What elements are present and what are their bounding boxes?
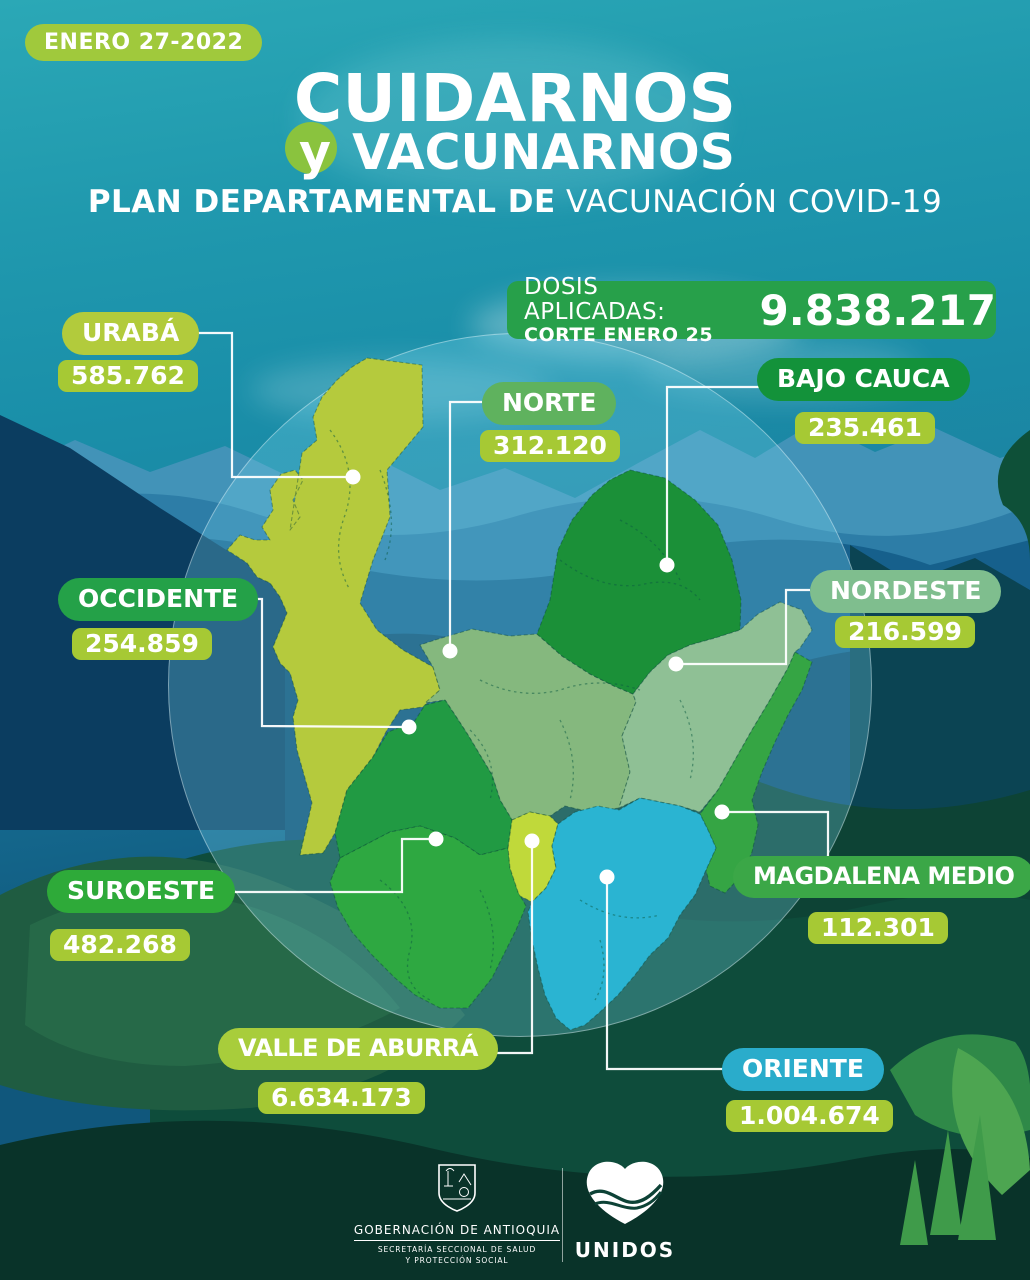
date-badge: ENERO 27-2022 (25, 24, 263, 61)
poster-title-line1: CUIDARNOS (293, 60, 737, 137)
region-value-magdalena-medio: 112.301 (808, 912, 948, 944)
doses-cutoff-label: CORTE ENERO 25 (524, 323, 714, 346)
region-pill-magdalena-medio: MAGDALENA MEDIO (733, 856, 1030, 898)
subtitle-bold: PLAN DEPARTAMENTAL DE (87, 184, 556, 220)
map-region-magdalena-medio (699, 651, 813, 894)
secretaria-line2: Y PROTECCIÓN SOCIAL (405, 1256, 509, 1266)
doses-total: 9.838.217 (759, 285, 996, 335)
connector-suroeste (205, 837, 431, 894)
region-pill-bajo-cauca: BAJO CAUCA (757, 358, 970, 401)
antioquia-shield-icon (438, 1164, 476, 1212)
connector-oriente (605, 882, 734, 1071)
connector-uraba (195, 331, 350, 479)
region-pill-occidente: OCCIDENTE (58, 578, 259, 621)
unidos-logo: UNIDOS (570, 1158, 680, 1262)
region-value-valle-de-aburra: 6.634.173 (258, 1082, 425, 1114)
map-region-suroeste (329, 825, 527, 1009)
region-value-occidente: 254.859 (72, 628, 212, 660)
secretaria-line1: SECRETARÍA SECCIONAL DE SALUD (377, 1245, 537, 1254)
unidos-heart-icon (586, 1161, 664, 1224)
region-value-nordeste: 216.599 (835, 616, 975, 648)
region-value-norte: 312.120 (480, 430, 620, 462)
municipal-boundaries (329, 429, 701, 1001)
connector-magdalena-medio (727, 810, 830, 858)
doses-labels: DOSIS APLICADAS: CORTE ENERO 25 (524, 275, 746, 345)
cloud-glow (300, 40, 720, 200)
gobernacion-title: GOBERNACIÓN DE ANTIOQUIA (353, 1223, 561, 1241)
unidos-wordmark: UNIDOS (574, 1238, 676, 1262)
title-line2-word: VACUNARNOS (352, 124, 735, 181)
poster-title-line2: y VACUNARNOS (0, 128, 1030, 177)
region-pill-nordeste: NORDESTE (810, 570, 1002, 613)
connector-dots (345, 469, 730, 885)
region-value-suroeste: 482.268 (50, 929, 190, 961)
title-y-ellipse: y (295, 128, 335, 177)
region-value-oriente: 1.004.674 (726, 1100, 893, 1132)
region-value-bajo-cauca: 235.461 (795, 412, 935, 444)
connector-norte (448, 400, 482, 648)
map-region-oriente (527, 797, 717, 1031)
subtitle-light: VACUNACIÓN COVID-19 (566, 184, 943, 220)
region-value-uraba: 585.762 (58, 360, 198, 392)
gobernacion-logo: GOBERNACIÓN DE ANTIOQUIA SECRETARÍA SECC… (327, 1163, 587, 1267)
region-pill-oriente: ORIENTE (722, 1048, 884, 1091)
doses-label: DOSIS APLICADAS: (524, 273, 666, 325)
footer-divider (562, 1168, 563, 1262)
map-region-bajo-cauca (536, 469, 742, 695)
connector-nordeste (681, 588, 810, 666)
doses-box: DOSIS APLICADAS: CORTE ENERO 25 9.838.21… (507, 275, 996, 345)
region-pill-suroeste: SUROESTE (47, 870, 236, 913)
region-pill-valle-de-aburra: VALLE DE ABURRÁ (218, 1028, 498, 1070)
connector-valle-de-aburra (491, 846, 534, 1055)
region-pill-uraba: URABÁ (62, 312, 200, 355)
map-region-uraba (226, 357, 441, 856)
map-region-occidente (334, 699, 513, 859)
poster-subtitle: PLAN DEPARTAMENTAL DE VACUNACIÓN COVID-1… (0, 184, 1030, 220)
region-pill-norte: NORTE (482, 382, 617, 425)
map-region-norte (419, 628, 637, 821)
